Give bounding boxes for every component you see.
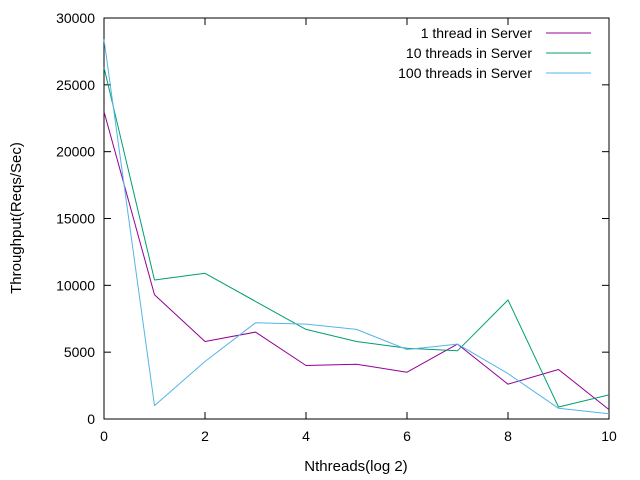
y-axis: 0 5000 10000 15000 20000 25000 30000: [56, 10, 609, 427]
plot-frame: [103, 17, 610, 420]
x-tick-label: 10: [601, 428, 617, 444]
y-tick-label: 20000: [56, 144, 95, 160]
legend: 1 thread in Server 10 threads in Server 10…: [398, 25, 591, 81]
y-tick-label: 25000: [56, 77, 95, 93]
y-tick-label: 5000: [64, 344, 95, 360]
series-line-2: [103, 67, 610, 408]
legend-label: 100 threads in Server: [398, 65, 532, 81]
x-tick-label: 0: [100, 428, 108, 444]
series-layer: [103, 39, 610, 415]
x-tick-label: 8: [504, 428, 512, 444]
series-line-3: [103, 39, 610, 415]
y-tick-label: 10000: [56, 277, 95, 293]
series-line-1: [103, 111, 610, 410]
x-tick-label: 2: [201, 428, 209, 444]
legend-label: 1 thread in Server: [421, 25, 533, 41]
y-tick-label: 0: [87, 411, 95, 427]
legend-label: 10 threads in Server: [406, 45, 532, 61]
y-tick-label: 30000: [56, 10, 95, 26]
y-tick-label: 15000: [56, 211, 95, 227]
y-axis-label: Throughput(Reqs/Sec): [8, 142, 25, 294]
x-axis-label: Nthreads(log 2): [304, 458, 407, 475]
x-axis: 0 2 4 6 8 10: [100, 18, 617, 444]
x-tick-label: 6: [403, 428, 411, 444]
x-tick-label: 4: [302, 428, 310, 444]
